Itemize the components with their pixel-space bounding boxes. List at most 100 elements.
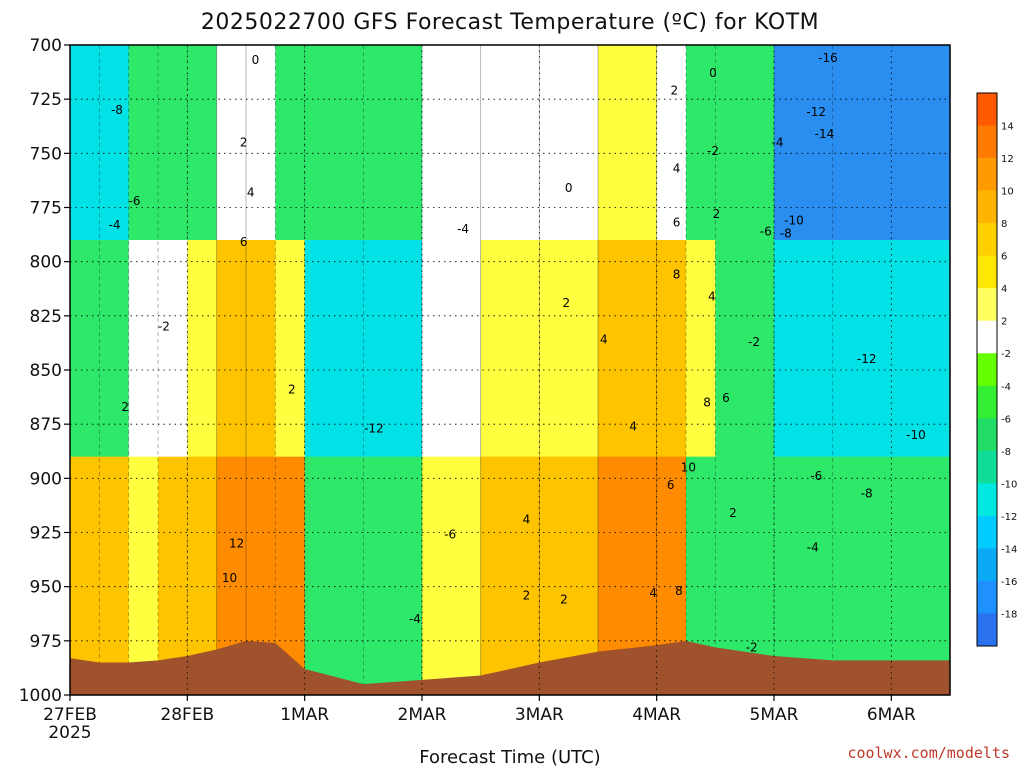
y-tick-label: 900 xyxy=(30,469,62,489)
contour-label: 6 xyxy=(240,235,248,249)
field-cell xyxy=(216,240,247,458)
contour-label: -4 xyxy=(772,136,784,150)
colorbar-swatch xyxy=(977,418,997,452)
colorbar: 14 12 10 8 6 4 2 -2 -4 -6 -8 -10 -12 -14 -16 -18 xyxy=(976,92,1017,647)
field-cell xyxy=(304,240,364,458)
y-tick-label: 975 xyxy=(30,632,62,652)
field-cell xyxy=(480,45,540,241)
field-cell xyxy=(774,240,834,458)
colorbar-tick-label: -10 xyxy=(1001,479,1017,490)
colorbar-swatch xyxy=(977,548,997,582)
y-tick-label: 850 xyxy=(30,361,62,381)
x-tick-label: 1MAR xyxy=(280,705,329,725)
colorbar-tick-label: -14 xyxy=(1001,544,1017,555)
field-cell xyxy=(246,240,276,458)
contour-label: 8 xyxy=(673,268,681,282)
field-cell xyxy=(304,45,364,241)
contour-label: -4 xyxy=(109,218,121,232)
contour-label: -4 xyxy=(409,612,421,626)
field-cell xyxy=(363,240,423,458)
contour-label: 4 xyxy=(673,162,681,176)
contour-label: 0 xyxy=(709,66,717,80)
colorbar-tick-label: -8 xyxy=(1001,447,1011,458)
contour-label: 2 xyxy=(729,506,737,520)
contour-label: 6 xyxy=(667,478,675,492)
temperature-field xyxy=(70,45,950,695)
surface-polygon xyxy=(70,640,950,695)
colorbar-swatch xyxy=(977,190,997,224)
contour-label: -10 xyxy=(784,214,804,228)
field-cell xyxy=(686,240,716,458)
field-cell xyxy=(99,240,130,458)
field-cell xyxy=(304,456,364,695)
field-cell xyxy=(539,240,599,458)
field-cell xyxy=(128,45,159,241)
contour-label: 4 xyxy=(523,513,531,527)
colorbar-swatch xyxy=(977,223,997,257)
field-cell xyxy=(158,45,188,241)
y-tick-label: 750 xyxy=(30,144,62,164)
colorbar-tick-label: 10 xyxy=(1001,187,1014,198)
colorbar-tick-label: 8 xyxy=(1001,219,1007,230)
colorbar-swatch xyxy=(977,288,997,322)
x-tick-label: 2MAR xyxy=(398,705,447,725)
field-cell xyxy=(422,45,482,241)
field-cell xyxy=(598,240,658,458)
contour-label: 0 xyxy=(252,53,260,67)
contour-label: 10 xyxy=(681,461,696,475)
colorbar-tick-label: 12 xyxy=(1001,154,1014,165)
field-cell xyxy=(686,45,716,241)
field-cell xyxy=(187,45,218,241)
colorbar-swatch xyxy=(977,483,997,517)
colorbar-frame xyxy=(976,92,998,647)
surface-terrain xyxy=(70,640,950,695)
contour-label: 10 xyxy=(222,571,237,585)
field-cell xyxy=(774,45,834,241)
contour-label: 2 xyxy=(523,588,531,602)
contour-label: 2 xyxy=(560,593,568,607)
field-cell xyxy=(480,240,540,458)
x-axis: 27FEB 28FEB 1MAR 2MAR 3MAR 4MAR 5MAR 6MAR xyxy=(43,695,916,725)
contour-label: -8 xyxy=(111,103,123,117)
y-tick-label: 950 xyxy=(30,578,62,598)
field-cell xyxy=(70,240,100,458)
y-tick-label: 875 xyxy=(30,415,62,435)
contour-label: 4 xyxy=(247,185,255,199)
field-cell xyxy=(275,45,306,241)
contour-label: 4 xyxy=(629,419,637,433)
contour-label: 6 xyxy=(722,391,730,405)
colorbar-tick-label: -2 xyxy=(1001,349,1011,360)
colorbar-swatch xyxy=(977,515,997,549)
field-cell xyxy=(70,456,100,695)
y-axis: 700 725 750 775 800 825 850 875 900 925 950 975 1000 xyxy=(19,36,70,706)
contour-label: -2 xyxy=(707,144,719,158)
field-cell xyxy=(363,456,423,695)
y-tick-label: 800 xyxy=(30,253,62,273)
colorbar-tick-label: -4 xyxy=(1001,382,1011,393)
colorbar-tick-label: 6 xyxy=(1001,252,1007,263)
field-cell xyxy=(70,45,100,241)
field-cell xyxy=(363,45,423,241)
field-cell xyxy=(99,456,130,695)
x-tick-label: 27FEB xyxy=(43,705,97,725)
x-tick-label: 6MAR xyxy=(867,705,916,725)
field-cell xyxy=(99,45,130,241)
field-cell xyxy=(656,45,687,241)
field-cell xyxy=(715,45,775,241)
field-cell xyxy=(216,45,247,241)
field-cell xyxy=(128,240,159,458)
contour-label: 4 xyxy=(649,586,657,600)
y-tick-label: 925 xyxy=(30,524,62,544)
contour-label: -12 xyxy=(364,422,384,436)
colorbar-tick-label: 14 xyxy=(1001,122,1014,133)
contour-label: -6 xyxy=(129,194,141,208)
colorbar-swatch xyxy=(977,580,997,614)
contour-label: 2 xyxy=(713,207,721,221)
field-cell xyxy=(187,240,218,458)
colorbar-swatch xyxy=(977,320,997,354)
contour-label: -8 xyxy=(780,227,792,241)
field-cell xyxy=(422,456,482,695)
colorbar-tick-label: -12 xyxy=(1001,512,1017,523)
